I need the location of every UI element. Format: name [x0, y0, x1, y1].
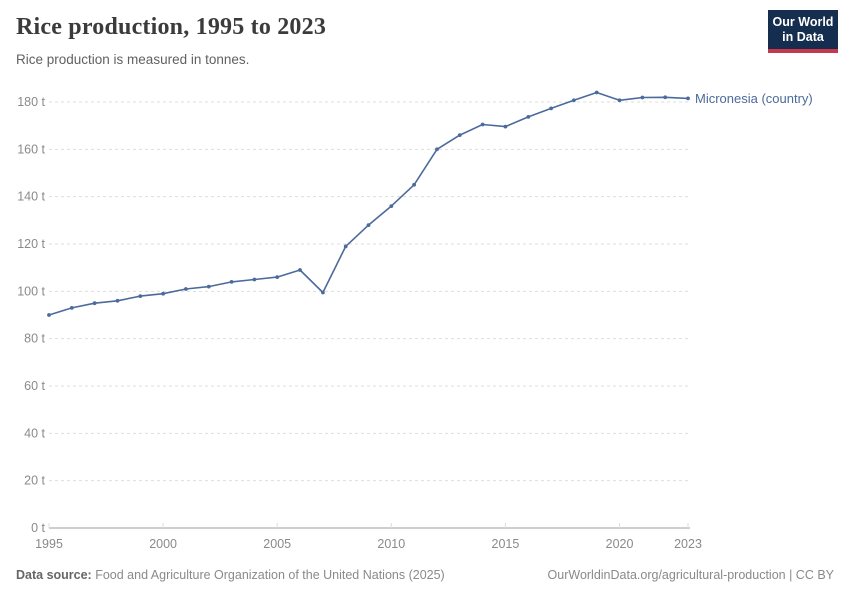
- x-tick-label: 2023: [674, 537, 702, 551]
- data-source-label: Data source:: [16, 568, 92, 582]
- data-point[interactable]: [617, 98, 622, 103]
- data-point[interactable]: [503, 124, 508, 129]
- data-point[interactable]: [389, 204, 394, 209]
- data-point[interactable]: [229, 280, 234, 284]
- data-point[interactable]: [663, 95, 668, 100]
- data-point[interactable]: [69, 306, 74, 310]
- data-point[interactable]: [206, 284, 211, 289]
- x-tick-label: 1995: [35, 537, 63, 551]
- data-point[interactable]: [572, 98, 576, 103]
- y-tick-label: 60 t: [24, 379, 45, 393]
- data-point[interactable]: [92, 301, 97, 306]
- y-tick-label: 180 t: [17, 95, 45, 109]
- y-tick-label: 140 t: [17, 190, 45, 204]
- data-point[interactable]: [412, 182, 416, 187]
- y-tick-label: 80 t: [24, 332, 45, 346]
- y-tick-label: 40 t: [24, 426, 45, 440]
- data-point[interactable]: [640, 95, 645, 100]
- data-point[interactable]: [526, 115, 531, 119]
- x-tick-label: 2000: [149, 537, 177, 551]
- owid-logo[interactable]: Our World in Data: [768, 10, 838, 53]
- y-tick-label: 160 t: [17, 142, 45, 156]
- x-tick-label: 2015: [492, 537, 520, 551]
- data-point[interactable]: [252, 277, 257, 282]
- credit-link[interactable]: OurWorldinData.org/agricultural-producti…: [547, 568, 834, 582]
- y-tick-label: 20 t: [24, 474, 45, 488]
- owid-logo-line1: Our World: [772, 15, 834, 29]
- y-tick-label: 120 t: [17, 237, 45, 251]
- data-point[interactable]: [457, 133, 462, 138]
- data-point[interactable]: [686, 96, 690, 101]
- data-point[interactable]: [47, 313, 51, 317]
- data-point[interactable]: [366, 223, 371, 228]
- data-point[interactable]: [435, 147, 439, 152]
- footer: Data source: Food and Agriculture Organi…: [16, 568, 834, 582]
- x-tick-label: 2010: [377, 537, 405, 551]
- chart-subtitle: Rice production is measured in tonnes.: [16, 52, 250, 67]
- y-tick-label: 0 t: [31, 521, 45, 535]
- data-point[interactable]: [321, 290, 325, 295]
- data-point[interactable]: [480, 122, 485, 127]
- series-label[interactable]: Micronesia (country): [695, 91, 813, 106]
- data-point[interactable]: [298, 268, 302, 272]
- data-source-note: Data source: Food and Agriculture Organi…: [16, 568, 445, 582]
- chart-title: Rice production, 1995 to 2023: [16, 14, 327, 40]
- data-point[interactable]: [115, 298, 120, 303]
- data-point[interactable]: [594, 90, 599, 95]
- owid-logo-line2: in Data: [782, 30, 824, 44]
- data-point[interactable]: [161, 291, 166, 296]
- data-point[interactable]: [275, 275, 280, 279]
- data-line[interactable]: [48, 91, 689, 316]
- x-tick-label: 2020: [606, 537, 634, 551]
- data-point[interactable]: [138, 294, 143, 298]
- data-point[interactable]: [184, 287, 188, 291]
- x-tick-label: 2005: [263, 537, 291, 551]
- data-point[interactable]: [343, 244, 348, 249]
- data-source-value: Food and Agriculture Organization of the…: [91, 568, 445, 582]
- data-point[interactable]: [549, 106, 553, 111]
- y-tick-label: 100 t: [17, 284, 45, 298]
